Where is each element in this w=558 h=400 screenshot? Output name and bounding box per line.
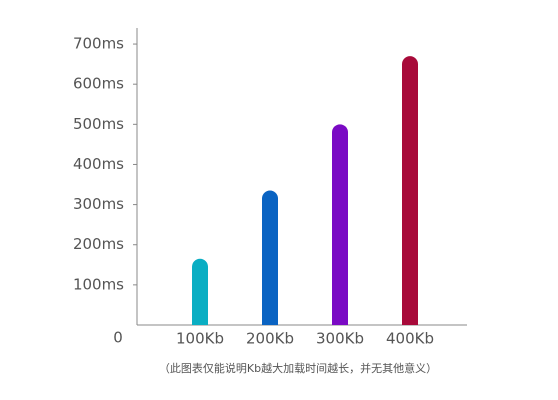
bar xyxy=(262,190,278,325)
y-tick-label: 700ms xyxy=(73,35,124,53)
x-tick-label: 400Kb xyxy=(386,330,434,348)
y-tick-label: 100ms xyxy=(73,275,124,293)
y-tick-label: 600ms xyxy=(73,75,124,93)
x-tick-label: 300Kb xyxy=(316,330,364,348)
bar xyxy=(332,124,348,325)
y-tick-label: 500ms xyxy=(73,115,124,133)
chart-note: （此图表仅能说明Kb越大加载时间越长，并无其他意义） xyxy=(159,361,437,375)
y-tick-label: 400ms xyxy=(73,155,124,173)
bar xyxy=(192,258,208,325)
x-tick-label: 100Kb xyxy=(176,330,224,348)
y-tick-label: 300ms xyxy=(73,195,124,213)
y-tick-label: 0 xyxy=(113,329,123,347)
x-tick-label: 200Kb xyxy=(246,330,294,348)
bar xyxy=(402,56,418,325)
y-tick-label: 200ms xyxy=(73,235,124,253)
